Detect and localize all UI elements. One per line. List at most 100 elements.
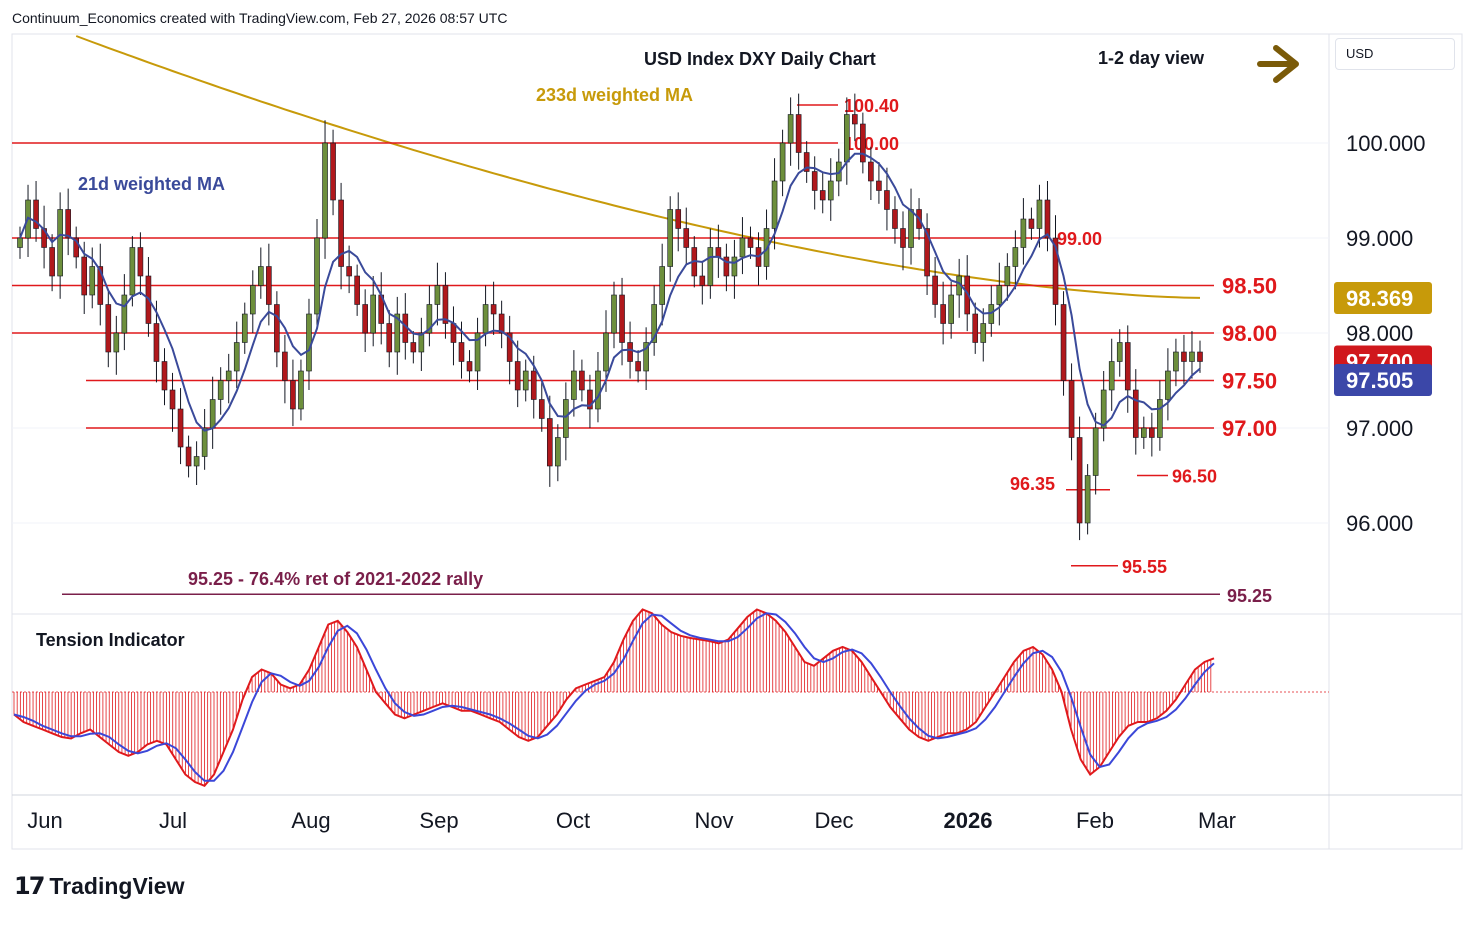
candle-body: [1116, 342, 1123, 362]
y-tick-label: 98.000: [1346, 321, 1413, 346]
level-label-100.40: 100.40: [844, 96, 899, 116]
indicator-fast-line: [13, 608, 1215, 787]
candle-body: [555, 437, 561, 467]
candle-body: [844, 114, 850, 163]
candle-body: [1165, 370, 1171, 400]
candle-body: [715, 247, 722, 258]
candle-body: [1189, 351, 1195, 362]
candle-body: [346, 266, 352, 277]
candle-body: [563, 399, 569, 438]
candle-body: [940, 304, 946, 324]
candle-body: [314, 237, 320, 315]
candle-body: [1092, 427, 1099, 476]
candle-body: [579, 370, 585, 391]
candle-body: [731, 256, 738, 277]
candle-body: [811, 171, 818, 191]
candle-body: [1141, 427, 1147, 438]
currency-selector[interactable]: USD: [1335, 38, 1455, 70]
candle-body: [675, 209, 682, 229]
price-tag-bg: [1334, 281, 1432, 314]
candle-body: [266, 266, 272, 305]
candle-body: [105, 304, 112, 353]
candle-body: [611, 294, 617, 334]
ma21-label: 21d weighted MA: [78, 174, 225, 194]
candle-body: [1084, 475, 1091, 524]
candle-body: [290, 380, 296, 410]
candle-body: [474, 332, 481, 372]
candle-body: [89, 266, 96, 296]
candle-body: [418, 332, 425, 353]
candle-body: [394, 313, 401, 353]
candle-body: [819, 190, 826, 201]
candle-body: [362, 304, 368, 334]
candle-body: [466, 361, 473, 372]
candle-body: [498, 313, 505, 334]
candle-body: [1068, 380, 1075, 438]
candle-body: [426, 304, 433, 334]
candle-body: [386, 323, 393, 353]
candle-body: [1197, 351, 1203, 362]
candle-body: [1173, 351, 1179, 372]
candle-body: [274, 304, 280, 353]
candle-body: [121, 294, 128, 334]
indicator-slow-line: [13, 612, 1215, 782]
x-tick-label: Jul: [159, 808, 187, 833]
candle-body: [1100, 389, 1107, 429]
level-label-95.55: 95.55: [1122, 557, 1167, 577]
candle-body: [795, 114, 802, 153]
candle-body: [827, 180, 834, 201]
tradingview-logo[interactable]: 17 TradingView: [14, 872, 184, 900]
chart-attribution: Continuum_Economics created with Trading…: [12, 10, 508, 26]
candle-body: [860, 123, 866, 163]
time-axis: Jun Jul Aug Sep Oct Nov Dec 2026 Feb Mar: [27, 808, 1236, 833]
candle-body: [233, 342, 240, 372]
candle-body: [201, 427, 208, 457]
price-tag-label: 98.369: [1346, 286, 1413, 311]
candle-body: [1044, 199, 1051, 239]
y-tick-label: 100.000: [1346, 131, 1426, 156]
candle-body: [73, 237, 79, 258]
candle-body: [635, 361, 641, 372]
candle-body: [442, 285, 449, 324]
candle-body: [450, 323, 457, 343]
candle-body: [667, 209, 674, 267]
candle-body: [803, 152, 810, 172]
candle-body: [153, 323, 160, 362]
candle-body: [747, 237, 754, 248]
candle-body: [779, 142, 786, 182]
ma233-line: [75, 35, 1201, 299]
view-label: 1-2 day view: [1098, 48, 1205, 68]
candle-body: [924, 228, 930, 277]
candle-body: [707, 247, 714, 286]
candles: [17, 93, 1203, 541]
candle-body: [217, 380, 224, 400]
candle-body: [322, 142, 328, 239]
candle-body: [97, 266, 104, 305]
candle-body: [739, 237, 746, 258]
level-label-96.35: 96.35: [1010, 474, 1055, 494]
y-tick-label: 97.000: [1346, 416, 1413, 441]
level-label-99.00: 99.00: [1057, 229, 1102, 249]
level-label-98.00: 98.00: [1222, 321, 1277, 346]
candle-body: [434, 285, 441, 305]
candle-body: [354, 275, 360, 305]
x-tick-label: Feb: [1076, 808, 1114, 833]
candle-body: [571, 370, 577, 400]
x-tick-label: Dec: [814, 808, 853, 833]
x-tick-label: Oct: [556, 808, 590, 833]
candle-body: [370, 294, 376, 334]
chart-labels: USD Index DXY Daily Chart 1-2 day view 2…: [78, 45, 1299, 606]
candle-body: [996, 285, 1003, 305]
x-tick-label: 2026: [944, 808, 993, 833]
indicator-title: Tension Indicator: [36, 630, 185, 650]
candle-body: [258, 266, 264, 286]
candle-body: [964, 275, 971, 315]
candle-body: [868, 161, 874, 182]
candle-body: [787, 114, 794, 144]
chart-title: USD Index DXY Daily Chart: [644, 49, 876, 69]
y-tick-label: 96.000: [1346, 511, 1413, 536]
candle-body: [306, 313, 312, 372]
fib-tag: 95.25: [1227, 586, 1272, 606]
